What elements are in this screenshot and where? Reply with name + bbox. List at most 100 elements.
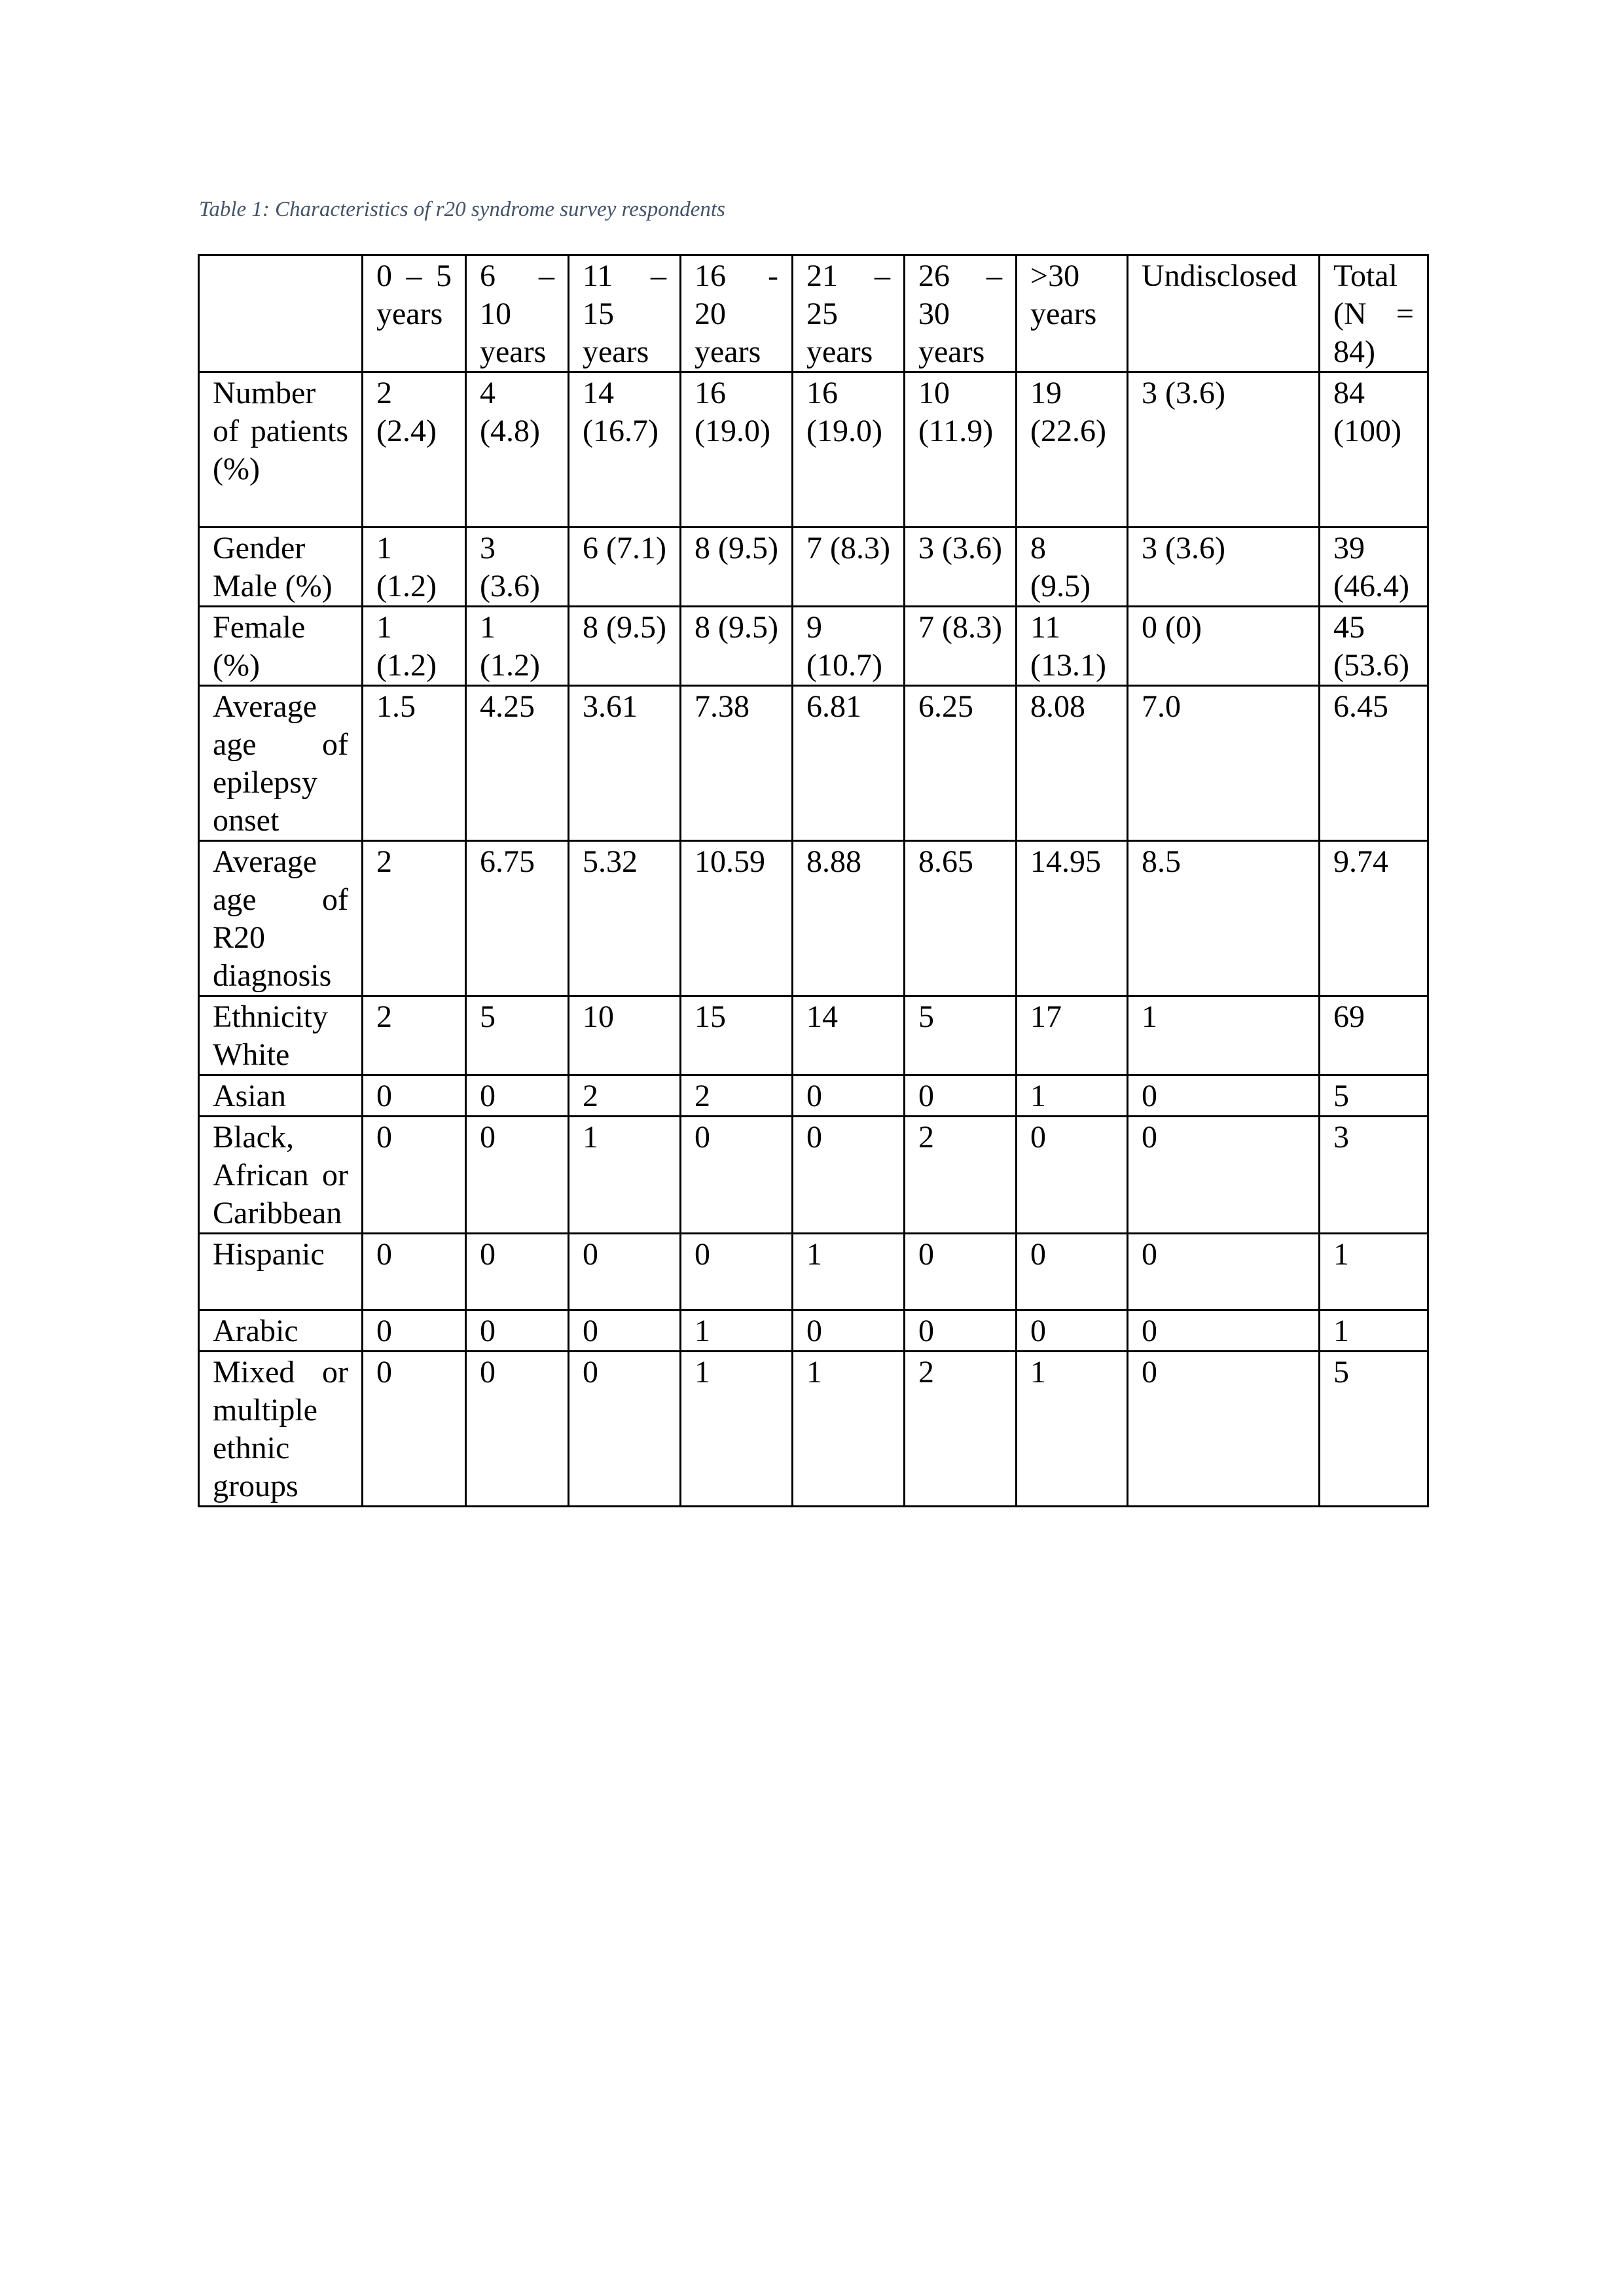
- row-label: Mixed or multiple ethnic groups: [198, 1350, 363, 1507]
- table-cell: 0: [1015, 1232, 1128, 1311]
- table-cell: 0: [465, 1232, 569, 1311]
- column-header: 26 – 30 years: [903, 254, 1017, 373]
- table-cell: 10 (11.9): [903, 371, 1017, 528]
- table-row: Mixed or multiple ethnic groups 0 0 0 1 1 2 1 0 5: [198, 1350, 1429, 1507]
- table-cell: 5.32: [568, 840, 681, 997]
- table-cell: 6.75: [465, 840, 569, 997]
- table-cell: 0: [568, 1350, 681, 1507]
- table-cell: 1: [1318, 1309, 1429, 1352]
- table-cell: 3 (3.6): [1127, 526, 1320, 607]
- table-cell: 0: [1127, 1309, 1320, 1352]
- table-cell: 8.5: [1127, 840, 1320, 997]
- column-header: 16 - 20 years: [679, 254, 793, 373]
- table-cell: 2: [903, 1350, 1017, 1507]
- table-row: Arabic 0 0 0 1 0 0 0 0 1: [198, 1309, 1429, 1352]
- table-cell: 84 (100): [1318, 371, 1429, 528]
- table-cell: 4.25: [465, 685, 569, 842]
- column-header: [198, 254, 363, 373]
- table-cell: 0: [465, 1115, 569, 1234]
- table-cell: 2: [679, 1074, 793, 1117]
- table-cell: 11 (13.1): [1015, 605, 1128, 687]
- table-cell: 8 (9.5): [679, 605, 793, 687]
- table-cell: 14: [791, 995, 905, 1076]
- row-label: Black, African or Caribbean: [198, 1115, 363, 1234]
- row-label: Asian: [198, 1074, 363, 1117]
- column-header: 0 – 5 years: [361, 254, 467, 373]
- table-cell: 15: [679, 995, 793, 1076]
- table-cell: 0: [361, 1232, 467, 1311]
- table-cell: 0: [361, 1309, 467, 1352]
- table-cell: 0: [791, 1115, 905, 1234]
- characteristics-table: 0 – 5 years 6 – 10 years 11 – 15 years 16 -…: [198, 254, 1429, 1507]
- table-row: Average age of epilepsy onset 1.5 4.25 3.61…: [198, 685, 1429, 842]
- table-row: Asian 0 0 2 2 0 0 1 0 5: [198, 1074, 1429, 1117]
- table-cell: 3.61: [568, 685, 681, 842]
- table-cell: 7.0: [1127, 685, 1320, 842]
- table-cell: 1: [791, 1232, 905, 1311]
- row-label: Ethnicity White: [198, 995, 363, 1076]
- table-cell: 2: [903, 1115, 1017, 1234]
- table-cell: 1: [1127, 995, 1320, 1076]
- table-cell: 14.95: [1015, 840, 1128, 997]
- table-cell: 6.45: [1318, 685, 1429, 842]
- table-cell: 2: [361, 995, 467, 1076]
- table-cell: 1: [679, 1350, 793, 1507]
- table-cell: 0: [568, 1232, 681, 1311]
- table-cell: 0: [465, 1350, 569, 1507]
- header-row: 0 – 5 years 6 – 10 years 11 – 15 years 16 -…: [198, 254, 1429, 373]
- table-cell: 0: [465, 1074, 569, 1117]
- table-cell: 0: [1127, 1350, 1320, 1507]
- table-cell: 1: [568, 1115, 681, 1234]
- table-cell: 10.59: [679, 840, 793, 997]
- table-cell: 1: [791, 1350, 905, 1507]
- table-cell: 0: [903, 1309, 1017, 1352]
- table-row: Black, African or Caribbean 0 0 1 0 0 2 0 0 3: [198, 1115, 1429, 1234]
- table-cell: 8.88: [791, 840, 905, 997]
- table-row: Number of patients (%) 2 (2.4) 4 (4.8) 14 (…: [198, 371, 1429, 528]
- table-cell: 1: [679, 1309, 793, 1352]
- table-cell: 1 (1.2): [361, 605, 467, 687]
- table-cell: 0: [1127, 1074, 1320, 1117]
- table-cell: 69: [1318, 995, 1429, 1076]
- column-header: Total (N = 84): [1318, 254, 1429, 373]
- table-cell: 8 (9.5): [679, 526, 793, 607]
- table-cell: 1: [1318, 1232, 1429, 1311]
- table-cell: 0: [903, 1074, 1017, 1117]
- table-cell: 2: [361, 840, 467, 997]
- table-cell: 8 (9.5): [568, 605, 681, 687]
- table-row: Gender Male (%) 1 (1.2) 3 (3.6) 6 (7.1) 8 (9…: [198, 526, 1429, 607]
- table-cell: 39 (46.4): [1318, 526, 1429, 607]
- table-cell: 0: [465, 1309, 569, 1352]
- table-row: Average age of R20 diagnosis 2 6.75 5.32 10.…: [198, 840, 1429, 997]
- table-cell: 0: [361, 1350, 467, 1507]
- table-cell: 0: [1127, 1115, 1320, 1234]
- table-row: Hispanic 0 0 0 0 1 0 0 0 1: [198, 1232, 1429, 1311]
- table-cell: 6.81: [791, 685, 905, 842]
- table-cell: 1.5: [361, 685, 467, 842]
- column-header: 6 – 10 years: [465, 254, 569, 373]
- row-label: Arabic: [198, 1309, 363, 1352]
- row-label: Average age of R20 diagnosis: [198, 840, 363, 997]
- table-row: Female (%) 1 (1.2) 1 (1.2) 8 (9.5) 8 (9.5) 9 …: [198, 605, 1429, 687]
- table-cell: 0: [568, 1309, 681, 1352]
- table-cell: 0: [679, 1232, 793, 1311]
- table-cell: 3 (3.6): [465, 526, 569, 607]
- table-cell: 8.65: [903, 840, 1017, 997]
- column-header: 11 – 15 years: [568, 254, 681, 373]
- table-cell: 9 (10.7): [791, 605, 905, 687]
- column-header: >30 years: [1015, 254, 1128, 373]
- table-cell: 0: [1015, 1309, 1128, 1352]
- table-cell: 16 (19.0): [679, 371, 793, 528]
- row-label: Hispanic: [198, 1232, 363, 1311]
- table-cell: 19 (22.6): [1015, 371, 1128, 528]
- table-cell: 2 (2.4): [361, 371, 467, 528]
- table-cell: 16 (19.0): [791, 371, 905, 528]
- table-cell: 0: [1127, 1232, 1320, 1311]
- table-row: Ethnicity White 2 5 10 15 14 5 17 1 69: [198, 995, 1429, 1076]
- row-label: Average age of epilepsy onset: [198, 685, 363, 842]
- table-cell: 9.74: [1318, 840, 1429, 997]
- table-cell: 7.38: [679, 685, 793, 842]
- row-label: Female (%): [198, 605, 363, 687]
- table-cell: 10: [568, 995, 681, 1076]
- table-cell: 3 (3.6): [903, 526, 1017, 607]
